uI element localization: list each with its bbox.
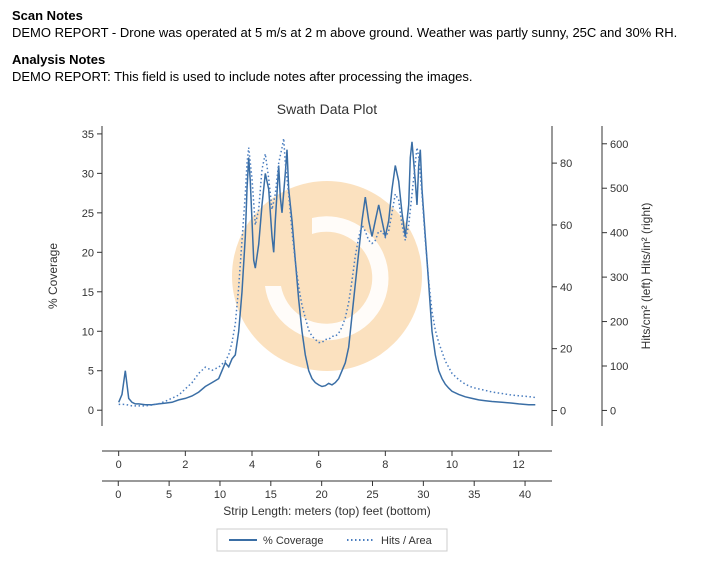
svg-text:12: 12 xyxy=(513,459,525,471)
legend-item-coverage: % Coverage xyxy=(263,535,324,547)
legend-item-hits: Hits / Area xyxy=(381,535,433,547)
svg-text:0: 0 xyxy=(610,405,616,417)
svg-text:500: 500 xyxy=(610,183,628,195)
svg-text:6: 6 xyxy=(316,459,322,471)
svg-text:0: 0 xyxy=(116,459,122,471)
watermark-circle xyxy=(232,181,422,371)
chart-title: Swath Data Plot xyxy=(277,101,377,117)
scan-notes: Scan Notes DEMO REPORT - Drone was opera… xyxy=(12,8,695,42)
svg-text:20: 20 xyxy=(316,489,328,501)
svg-text:0: 0 xyxy=(560,405,566,417)
svg-text:200: 200 xyxy=(610,316,628,328)
svg-text:400: 400 xyxy=(610,227,628,239)
analysis-notes-heading: Analysis Notes xyxy=(12,52,105,67)
svg-text:15: 15 xyxy=(82,286,94,298)
y-right-label: Hits/cm² (left) Hits/in² (right) xyxy=(639,202,653,349)
svg-text:80: 80 xyxy=(560,158,572,170)
svg-text:0: 0 xyxy=(115,489,121,501)
svg-text:20: 20 xyxy=(560,343,572,355)
svg-text:10: 10 xyxy=(82,326,94,338)
analysis-notes: Analysis Notes DEMO REPORT: This field i… xyxy=(12,52,695,86)
svg-text:30: 30 xyxy=(417,489,429,501)
svg-text:5: 5 xyxy=(88,365,94,377)
svg-text:15: 15 xyxy=(265,489,277,501)
swath-data-plot: Swath Data Plot05101520253035% Coverage0… xyxy=(12,96,692,566)
analysis-notes-body: DEMO REPORT: This field is used to inclu… xyxy=(12,69,473,84)
scan-notes-heading: Scan Notes xyxy=(12,8,83,23)
svg-text:40: 40 xyxy=(519,489,531,501)
svg-text:10: 10 xyxy=(214,489,226,501)
svg-text:5: 5 xyxy=(166,489,172,501)
svg-text:10: 10 xyxy=(446,459,458,471)
svg-text:8: 8 xyxy=(382,459,388,471)
svg-text:30: 30 xyxy=(82,168,94,180)
scan-notes-body: DEMO REPORT - Drone was operated at 5 m/… xyxy=(12,25,677,40)
svg-text:600: 600 xyxy=(610,138,628,150)
svg-text:35: 35 xyxy=(82,128,94,140)
svg-text:0: 0 xyxy=(88,405,94,417)
y-left-label: % Coverage xyxy=(46,242,60,308)
svg-text:40: 40 xyxy=(560,281,572,293)
svg-text:2: 2 xyxy=(182,459,188,471)
svg-text:25: 25 xyxy=(366,489,378,501)
svg-text:100: 100 xyxy=(610,361,628,373)
svg-text:4: 4 xyxy=(249,459,255,471)
svg-text:60: 60 xyxy=(560,220,572,232)
svg-text:25: 25 xyxy=(82,207,94,219)
x-axis-label: Strip Length: meters (top) feet (bottom) xyxy=(223,504,430,518)
svg-text:35: 35 xyxy=(468,489,480,501)
svg-text:20: 20 xyxy=(82,247,94,259)
svg-text:300: 300 xyxy=(610,272,628,284)
